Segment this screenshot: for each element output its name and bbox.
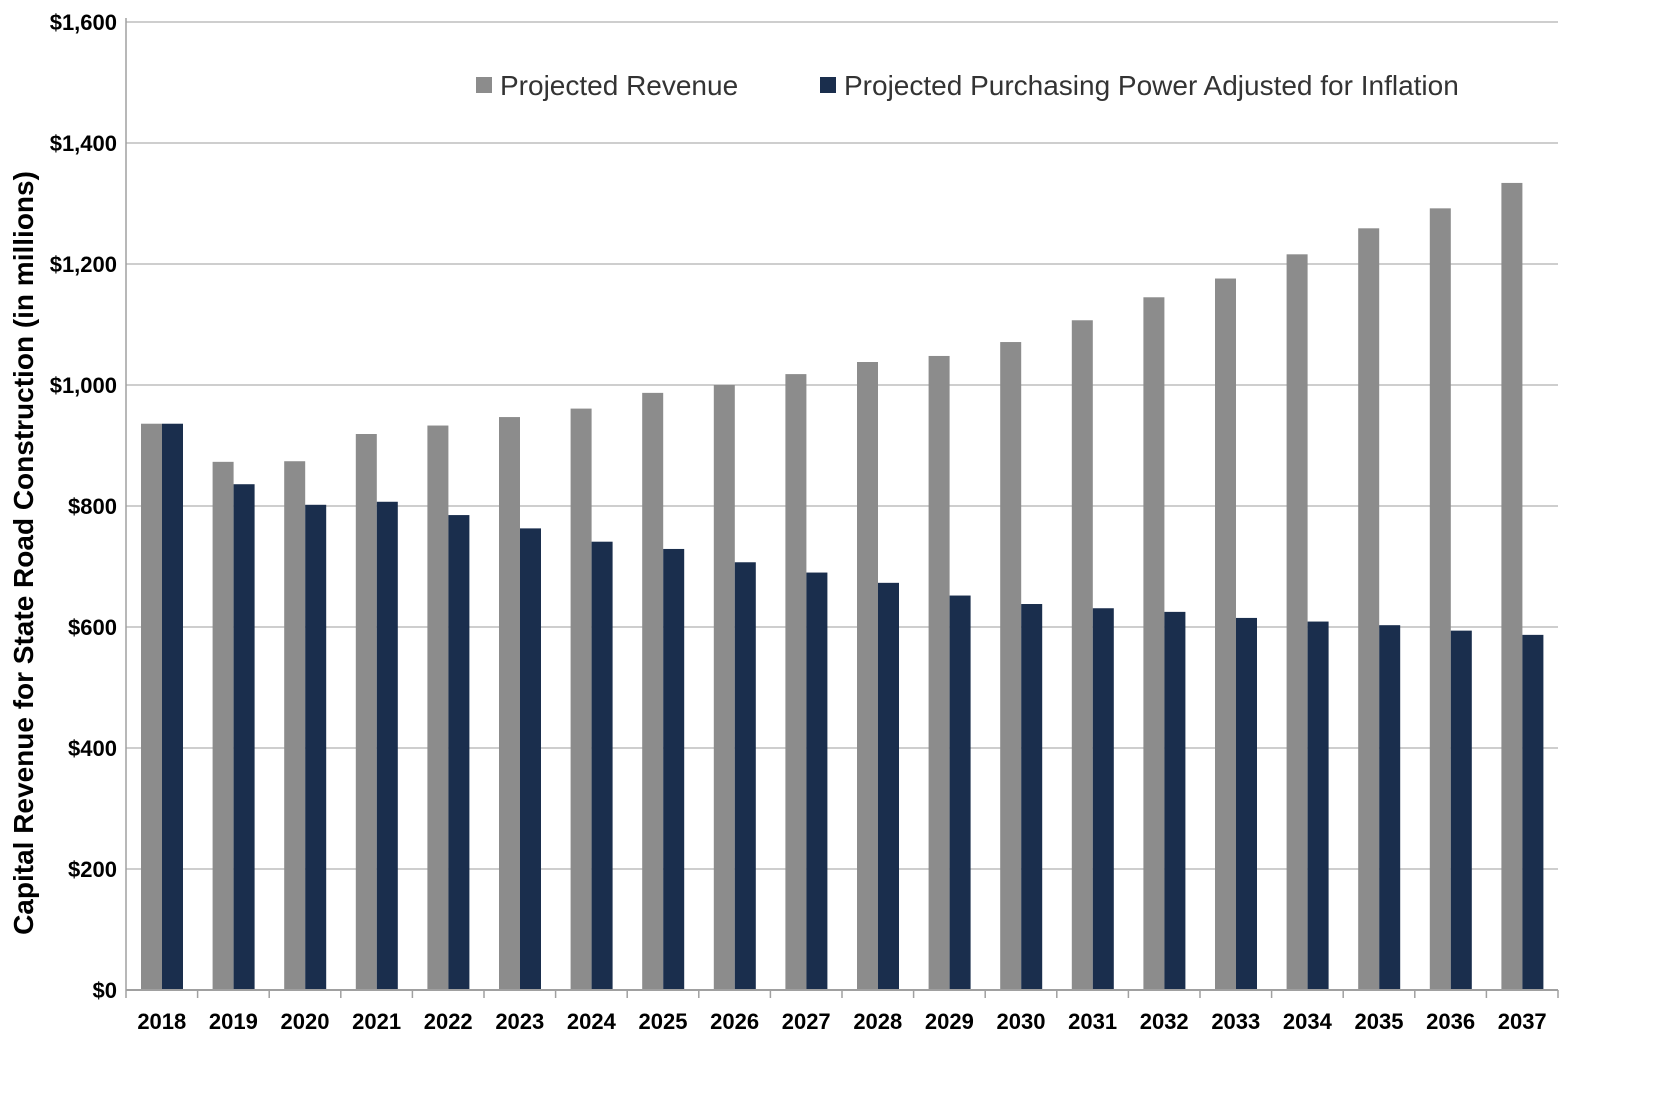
bar-purchasing-power-2028	[878, 582, 899, 990]
x-tick-label: 2033	[1211, 1009, 1260, 1034]
y-axis-label: Capital Revenue for State Road Construct…	[8, 171, 39, 935]
bar-purchasing-power-2036	[1450, 630, 1472, 990]
bar-projected-revenue-2020	[284, 461, 306, 991]
bar-purchasing-power-2021	[376, 501, 398, 990]
bar-projected-revenue-2031	[1071, 320, 1093, 990]
bar-projected-revenue-2028	[857, 362, 878, 990]
bar-projected-revenue-2034	[1286, 254, 1308, 990]
legend-label: Projected Purchasing Power Adjusted for …	[844, 70, 1459, 101]
legend: Projected Revenue Projected Purchasing Po…	[476, 70, 1459, 101]
bar-projected-revenue-2019	[212, 461, 234, 991]
bar-purchasing-power-2023	[520, 528, 541, 990]
bar-purchasing-power-2018	[162, 423, 183, 991]
x-tick-label: 2019	[209, 1009, 258, 1034]
x-tick-label: 2036	[1426, 1009, 1475, 1034]
bar-projected-revenue-2022	[427, 425, 449, 990]
bar-purchasing-power-2025	[663, 548, 685, 990]
x-tick-label: 2035	[1355, 1009, 1404, 1034]
bar-projected-revenue-2029	[928, 355, 950, 991]
legend-label: Projected Revenue	[500, 70, 738, 101]
bar-purchasing-power-2022	[448, 515, 470, 990]
y-tick-label: $600	[68, 615, 117, 640]
x-tick-label: 2037	[1498, 1009, 1547, 1034]
x-tick-label: 2032	[1140, 1009, 1189, 1034]
x-tick-label: 2020	[281, 1009, 330, 1034]
bar-projected-revenue-2021	[355, 434, 377, 990]
legend-swatch	[820, 77, 836, 93]
x-tick-label: 2028	[853, 1009, 902, 1034]
bar-projected-revenue-2032	[1143, 297, 1165, 990]
bar-projected-revenue-2018	[141, 423, 162, 991]
bar-purchasing-power-2031	[1092, 608, 1114, 990]
bar-purchasing-power-2026	[734, 562, 756, 990]
bar-purchasing-power-2033	[1236, 617, 1257, 990]
y-tick-label: $1,600	[50, 10, 117, 35]
bar-purchasing-power-2037	[1522, 634, 1544, 990]
bar-purchasing-power-2020	[305, 504, 327, 990]
x-tick-label: 2023	[495, 1009, 544, 1034]
x-tick-label: 2031	[1068, 1009, 1117, 1034]
legend-swatch	[476, 77, 492, 93]
gridlines	[126, 21, 1558, 870]
bar-purchasing-power-2035	[1379, 625, 1401, 990]
bar-projected-revenue-2027	[785, 374, 807, 990]
y-tick-label: $0	[93, 978, 117, 1003]
y-tick-label: $400	[68, 736, 117, 761]
bar-purchasing-power-2034	[1307, 621, 1329, 990]
x-tick-label: 2027	[782, 1009, 831, 1034]
y-tick-label: $1,000	[50, 373, 117, 398]
axes: $0 $200 $400 $600 $800 $1,000 $1,200 $1,400 $1,6…	[50, 10, 1559, 1034]
bar-projected-revenue-2025	[642, 392, 664, 990]
bars	[141, 182, 1544, 991]
bar-purchasing-power-2030	[1021, 604, 1043, 990]
bar-projected-revenue-2026	[713, 385, 735, 990]
bar-purchasing-power-2032	[1164, 611, 1186, 990]
y-tick-label: $1,400	[50, 131, 117, 156]
bar-projected-revenue-2033	[1215, 278, 1236, 990]
x-tick-label: 2034	[1283, 1009, 1333, 1034]
x-tick-label: 2021	[352, 1009, 401, 1034]
x-tick-label: 2029	[925, 1009, 974, 1034]
x-tick-label: 2030	[997, 1009, 1046, 1034]
bar-purchasing-power-2019	[233, 484, 255, 990]
bar-purchasing-power-2024	[591, 541, 613, 990]
bar-projected-revenue-2023	[499, 417, 520, 990]
bar-purchasing-power-2029	[949, 595, 971, 990]
x-tick-label: 2024	[567, 1009, 617, 1034]
x-tick-label: 2025	[639, 1009, 688, 1034]
bar-projected-revenue-2037	[1501, 182, 1523, 990]
bar-projected-revenue-2036	[1429, 208, 1451, 991]
x-tick-label: 2022	[424, 1009, 473, 1034]
bar-projected-revenue-2035	[1358, 228, 1380, 990]
y-tick-label: $800	[68, 494, 117, 519]
bar-projected-revenue-2024	[570, 408, 592, 991]
y-tick-label: $200	[68, 857, 117, 882]
x-tick-label: 2018	[137, 1009, 186, 1034]
bar-purchasing-power-2027	[806, 572, 828, 990]
y-tick-label: $1,200	[50, 252, 117, 277]
bar-projected-revenue-2030	[1000, 342, 1022, 990]
x-tick-label: 2026	[710, 1009, 759, 1034]
